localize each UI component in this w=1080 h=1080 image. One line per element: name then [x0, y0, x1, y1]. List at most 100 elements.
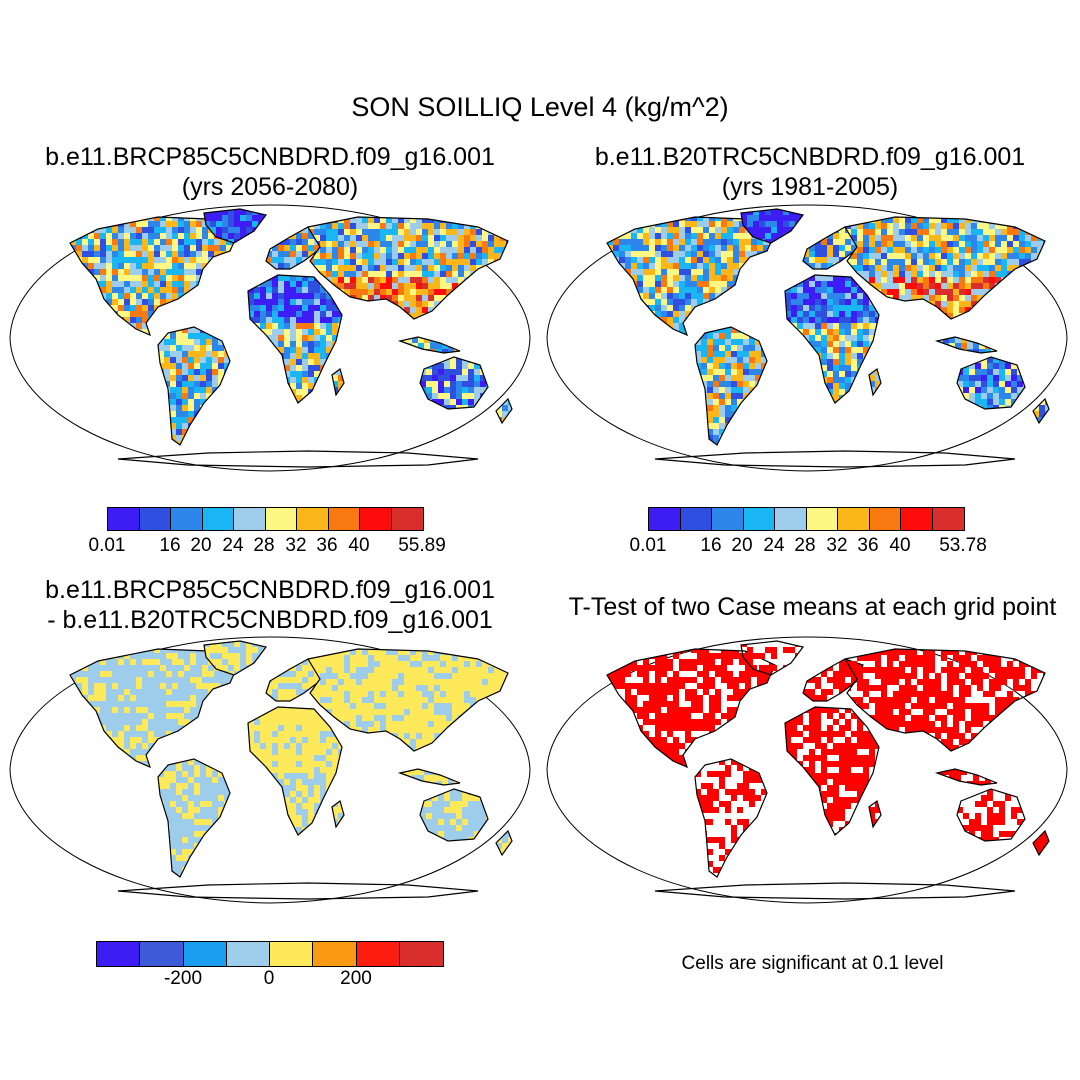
grid-cell — [899, 265, 905, 271]
grid-cell — [444, 387, 450, 393]
grid-cell — [833, 365, 839, 371]
grid-cell — [172, 251, 178, 257]
grid-cell — [637, 275, 643, 281]
grid-cell — [923, 217, 929, 223]
grid-cell — [290, 377, 296, 383]
grid-cell — [70, 641, 76, 647]
grid-cell — [160, 671, 166, 677]
grid-cell — [284, 311, 290, 317]
grid-cell — [136, 701, 142, 707]
grid-cell — [172, 653, 178, 659]
grid-cell — [100, 713, 106, 719]
grid-cell — [777, 233, 783, 239]
grid-cell — [272, 329, 278, 335]
grid-cell — [290, 305, 296, 311]
grid-cell — [166, 233, 172, 239]
grid-cell — [833, 275, 839, 281]
grid-cell — [777, 209, 783, 215]
grid-cell — [839, 293, 845, 299]
grid-cell — [989, 235, 995, 241]
grid-cell — [458, 277, 464, 283]
grid-cell — [851, 259, 857, 265]
grid-cell — [136, 737, 142, 743]
grid-cell — [410, 271, 416, 277]
grid-cell — [136, 743, 142, 749]
grid-cell — [707, 357, 713, 363]
grid-cell — [809, 293, 815, 299]
grid-cell — [130, 281, 136, 287]
grid-cell — [380, 253, 386, 259]
grid-cell — [783, 227, 789, 233]
grid-cell — [278, 335, 284, 341]
grid-cell — [142, 719, 148, 725]
grid-cell — [975, 369, 981, 375]
grid-cell — [857, 353, 863, 359]
grid-cell — [789, 215, 795, 221]
grid-cell — [809, 251, 815, 257]
grid-cell — [154, 245, 160, 251]
grid-cell — [935, 283, 941, 289]
grid-cell — [1017, 375, 1023, 381]
grid-cell — [759, 221, 765, 227]
grid-cell — [444, 369, 450, 375]
grid-cell — [374, 289, 380, 295]
grid-cell — [130, 677, 136, 683]
grid-cell — [761, 357, 767, 363]
grid-cell — [442, 343, 448, 349]
grid-cell — [166, 239, 172, 245]
grid-cell — [254, 305, 260, 311]
grid-cell — [70, 221, 76, 227]
grid-cell — [438, 387, 444, 393]
grid-cell — [410, 259, 416, 265]
grid-cell — [184, 665, 190, 671]
grid-cell — [707, 411, 713, 417]
grid-cell — [709, 269, 715, 275]
grid-cell — [142, 233, 148, 239]
grid-cell — [170, 381, 176, 387]
grid-cell — [947, 223, 953, 229]
grid-cell — [739, 245, 745, 251]
grid-cell — [272, 335, 278, 341]
grid-cell — [691, 233, 697, 239]
grid-cell — [112, 649, 118, 653]
grid-cell — [332, 265, 338, 271]
grid-cell — [661, 281, 667, 287]
grid-cell — [713, 423, 719, 429]
grid-cell — [725, 405, 731, 411]
grid-cell — [446, 277, 452, 283]
grid-cell — [833, 239, 839, 245]
grid-cell — [965, 265, 971, 271]
grid-cell — [226, 245, 232, 251]
grid-cell — [995, 217, 1001, 223]
grid-cell — [142, 761, 148, 767]
grid-cell — [296, 341, 302, 347]
grid-cell — [182, 369, 188, 375]
grid-cell — [803, 317, 809, 323]
grid-cell — [733, 275, 739, 281]
grid-cell — [881, 277, 887, 283]
grid-cell — [777, 215, 783, 221]
grid-cell — [643, 293, 649, 299]
grid-cell — [821, 287, 827, 293]
grid-cell — [422, 265, 428, 271]
grid-cell — [697, 251, 703, 257]
grid-cell — [625, 233, 631, 239]
grid-cell — [815, 347, 821, 353]
grid-cell — [112, 245, 118, 251]
grid-cell — [444, 375, 450, 381]
grid-cell — [995, 265, 1001, 271]
grid-cell — [1043, 265, 1045, 271]
grid-cell — [202, 239, 208, 245]
grid-cell — [416, 283, 422, 289]
grid-cell — [142, 665, 148, 671]
grid-cell — [314, 265, 320, 271]
grid-cell — [222, 209, 228, 215]
grid-cell — [821, 275, 827, 281]
grid-cell — [320, 353, 326, 359]
grid-cell — [118, 269, 124, 275]
grid-cell — [725, 393, 731, 399]
grid-cell — [154, 731, 160, 737]
grid-cell — [154, 281, 160, 287]
grid-cell — [142, 287, 148, 293]
grid-cell — [875, 235, 881, 241]
